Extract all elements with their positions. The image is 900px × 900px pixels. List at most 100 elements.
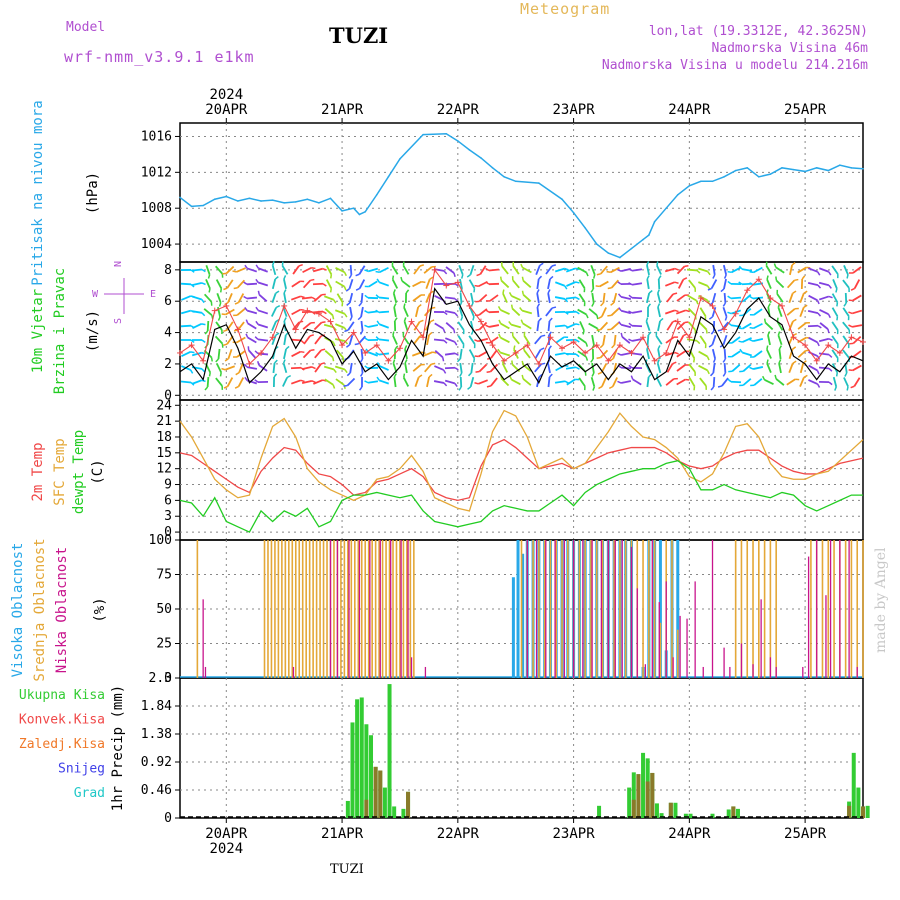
wind-arrow (324, 350, 334, 358)
wind-arrow (500, 322, 510, 330)
wind-arrow-head (828, 271, 832, 276)
wind-arrow-head (443, 270, 448, 275)
wind-arrow-head (803, 304, 808, 308)
wind-arrow-head (749, 271, 754, 274)
wind-arrow (676, 378, 686, 386)
total-precip-bar (641, 752, 646, 818)
wind-arrow (192, 323, 202, 329)
pressure-point (352, 207, 355, 209)
wind-arrow (645, 363, 651, 373)
wind-arrow-head (548, 317, 553, 322)
wind-arrow-head (486, 370, 491, 374)
wind-arrow (512, 279, 520, 289)
pressure-point (538, 182, 540, 184)
wind-arrow (426, 334, 430, 346)
wind-arrow-head (521, 374, 524, 379)
wind-arrow-head (344, 329, 349, 333)
pressure-point (480, 157, 482, 159)
wind-arrow-head (404, 359, 408, 364)
wind-arrow-head (204, 386, 209, 391)
wind-arrow-head (233, 286, 238, 290)
low-cloud-side-label: Niska Oblacnost (54, 547, 70, 673)
wind-arrow-head (656, 373, 659, 378)
wind-arrow-head (585, 342, 589, 347)
wind-arrow (502, 293, 508, 303)
wind-arrow (536, 320, 540, 332)
wind-arrow-head (575, 323, 580, 326)
wind-arrow-head (585, 314, 589, 319)
wind-arrow (620, 323, 632, 329)
wind-arrow-head (630, 375, 634, 380)
wind-arrow (479, 265, 487, 275)
wind-arrow-head (359, 372, 364, 377)
wind-arrow-head (536, 289, 540, 294)
wind-arrow-head (766, 359, 769, 364)
pressure-point (213, 198, 216, 201)
y-tick-label: 8 (164, 263, 172, 278)
wind-arrow-head (221, 367, 226, 371)
pressure-point (804, 170, 806, 173)
wind-arrow-head (460, 274, 464, 279)
wind-arrow-head (233, 329, 239, 332)
y-tick-label: 0 (164, 671, 172, 686)
mid-cloud-side-label: Srednja Oblacnost (32, 538, 48, 681)
wind-arrow-head (275, 305, 281, 309)
y-tick-label: 4 (164, 326, 172, 341)
wind-arrow (511, 307, 521, 317)
wind-arrow (799, 377, 805, 387)
wind-arrow-head (708, 344, 713, 348)
y-tick-label: 1012 (141, 165, 172, 180)
wind-arrow (731, 364, 741, 372)
wind-arrow-head (618, 307, 622, 312)
wind-arrow-head (817, 271, 821, 276)
wind-arrow-head (201, 379, 206, 383)
wind-arrow (752, 337, 764, 343)
conv-precip-bar (731, 806, 736, 818)
wind-arrow-head (459, 372, 463, 377)
wind-arrow (378, 338, 390, 342)
wind-arrow-head (392, 331, 395, 336)
wind-arrow (545, 265, 553, 275)
wind-arrow (360, 306, 364, 318)
wind-arrow-head (828, 354, 833, 358)
model-name: wrf-nmm_v3.9.1 e1km (64, 48, 255, 66)
total-precip-bar (627, 787, 632, 818)
wind-arrow (566, 378, 576, 386)
wind-arrow (444, 296, 456, 300)
pressure-point (572, 211, 575, 214)
wind-arrow (554, 267, 566, 273)
wind-arrow (458, 265, 464, 275)
wind-arrow (203, 293, 213, 303)
wind-arrow-head (320, 362, 326, 365)
wind-arrow (778, 362, 782, 374)
wind-arrow (247, 322, 257, 330)
wind-arrow (302, 322, 312, 330)
wind-arrow-head (707, 271, 711, 276)
wind-arrow-head (442, 328, 446, 333)
wind-arrow (764, 379, 774, 385)
wind-arrow-head (848, 369, 853, 372)
wind-arrow-head (257, 290, 260, 295)
wind-arrow-head (345, 344, 351, 348)
wind-arrow-head (400, 276, 403, 282)
wind-arrow (215, 321, 223, 331)
pressure-point (653, 220, 656, 223)
date-label-bottom: 21APR (321, 826, 364, 842)
precip-legend-item: Grad (74, 786, 105, 801)
wind-arrow (818, 267, 830, 273)
pressure-point (260, 200, 262, 202)
wind-arrow (347, 321, 355, 331)
wind-arrow-head (617, 352, 622, 356)
wind-arrow-head (777, 331, 781, 336)
wind-arrow (511, 295, 521, 301)
wind-arrow (257, 281, 269, 287)
pressure-point (665, 207, 668, 209)
wind-arrow (554, 380, 566, 384)
wind-arrow (378, 379, 390, 385)
wind-arrow (246, 282, 258, 286)
wind-arrow-head (778, 359, 782, 364)
wind-arrow (613, 334, 617, 346)
wind-arrow-head (617, 268, 622, 272)
axis-labels: 1004100810121016024680369121518212402550… (10, 87, 827, 857)
wind-arrow (302, 279, 312, 289)
